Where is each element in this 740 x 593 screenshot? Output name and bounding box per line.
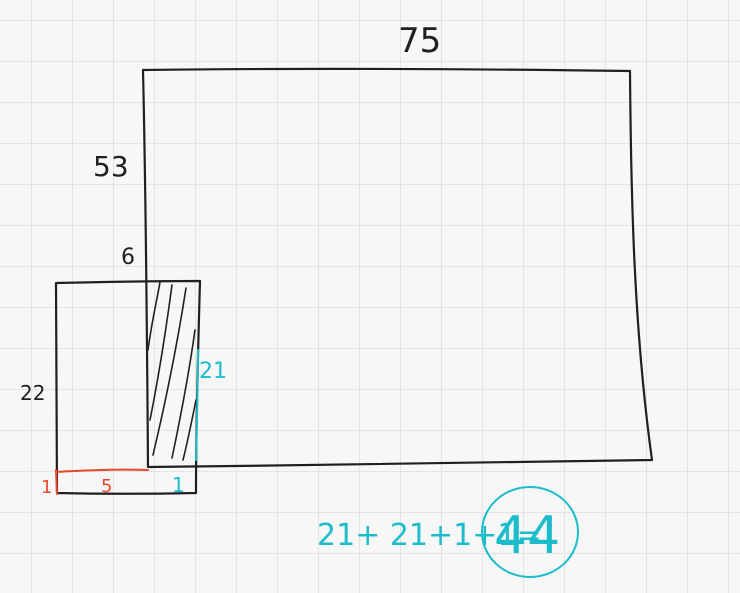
answer-text: 44 [494, 506, 560, 566]
answer-circle [481, 486, 579, 578]
overlap-hatching [147, 281, 197, 461]
label-gap: 6 [121, 245, 135, 270]
hatch-line [147, 281, 161, 351]
hatch-line [149, 284, 173, 421]
label-bottom-red-left: 1 [41, 477, 52, 498]
hatch-line [171, 329, 196, 459]
label-small-height: 22 [20, 381, 45, 405]
label-top-width: 75 [398, 21, 441, 61]
label-cyan-height: 21 [199, 359, 227, 384]
cyan-right-segment [195, 349, 199, 461]
small-rectangle [54, 279, 202, 495]
red-tick [55, 469, 58, 495]
label-left-height: 53 [93, 150, 129, 183]
label-bottom-cyan: 1 [172, 473, 185, 497]
large-rectangle [141, 67, 654, 469]
red-bottom-segment [55, 468, 149, 473]
equation-text: 21+ 21+1+1= [317, 518, 542, 553]
label-bottom-red-width: 5 [101, 476, 112, 497]
hatch-line [182, 399, 197, 461]
hatch-line [152, 287, 187, 456]
